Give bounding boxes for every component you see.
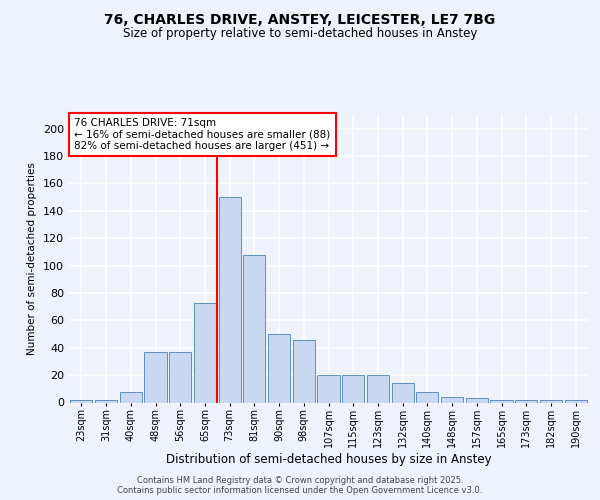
Bar <box>490 400 512 402</box>
Bar <box>119 392 142 402</box>
Bar <box>317 375 340 402</box>
Y-axis label: Number of semi-detached properties: Number of semi-detached properties <box>28 162 37 355</box>
Text: 76, CHARLES DRIVE, ANSTEY, LEICESTER, LE7 7BG: 76, CHARLES DRIVE, ANSTEY, LEICESTER, LE… <box>104 12 496 26</box>
Bar <box>441 397 463 402</box>
Text: Contains HM Land Registry data © Crown copyright and database right 2025.
Contai: Contains HM Land Registry data © Crown c… <box>118 476 482 495</box>
Bar <box>540 400 562 402</box>
Bar <box>70 400 92 402</box>
Bar <box>515 400 538 402</box>
Text: 76 CHARLES DRIVE: 71sqm
← 16% of semi-detached houses are smaller (88)
82% of se: 76 CHARLES DRIVE: 71sqm ← 16% of semi-de… <box>74 118 331 151</box>
Bar <box>243 254 265 402</box>
Bar <box>194 302 216 402</box>
Bar <box>169 352 191 403</box>
X-axis label: Distribution of semi-detached houses by size in Anstey: Distribution of semi-detached houses by … <box>166 453 491 466</box>
Bar <box>416 392 439 402</box>
Bar <box>95 400 117 402</box>
Bar <box>392 384 414 402</box>
Bar <box>367 375 389 402</box>
Bar <box>293 340 315 402</box>
Bar <box>342 375 364 402</box>
Bar <box>218 197 241 402</box>
Bar <box>466 398 488 402</box>
Bar <box>268 334 290 402</box>
Bar <box>565 400 587 402</box>
Text: Size of property relative to semi-detached houses in Anstey: Size of property relative to semi-detach… <box>123 28 477 40</box>
Bar <box>145 352 167 403</box>
